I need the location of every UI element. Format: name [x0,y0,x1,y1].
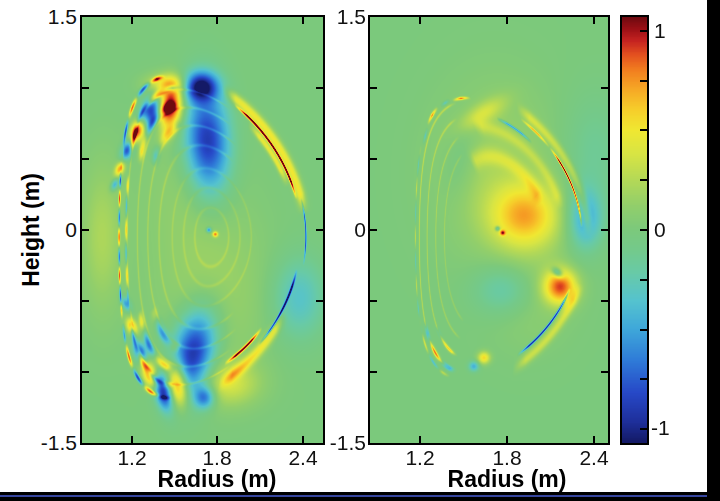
tick-mark [601,87,608,89]
tick-mark [593,436,595,443]
colorbar-label-min: -1 [651,417,670,439]
left-yaxis-label: Height (m) [18,173,45,287]
left-heatmap [82,17,323,443]
figure: 1.5 0 -1.5 1.5 0 -1.5 1.2 1.8 2.4 1.2 1.… [0,0,720,501]
tick-mark [82,87,89,89]
tick-mark [601,158,608,160]
tick-mark [302,436,304,443]
tick-mark [506,436,508,443]
left-ytick-label-top: 1.5 [21,6,77,28]
tick-mark [316,87,323,89]
tick-mark [640,428,647,430]
right-ytick-label-top: 1.5 [310,6,366,28]
tick-mark [82,300,89,302]
tick-mark [370,158,377,160]
tick-mark [640,80,647,82]
tick-mark [82,158,89,160]
tick-mark [601,300,608,302]
tick-mark [640,329,647,331]
tick-mark [316,371,323,373]
tick-mark [640,229,647,231]
tick-mark [419,436,421,443]
tick-mark [82,229,89,231]
tick-mark [216,17,218,24]
tick-mark [601,371,608,373]
tick-mark [216,436,218,443]
tick-mark [640,129,647,131]
left-xaxis-label: Radius (m) [158,466,277,493]
tick-mark [131,17,133,24]
colorbar-label-max: 1 [654,20,666,42]
tick-mark [370,371,377,373]
tick-mark [506,17,508,24]
tick-mark [316,158,323,160]
right-xtick-label-3: 2.4 [562,447,626,469]
tick-mark [370,229,377,231]
tick-mark [82,371,89,373]
bottom-blue-line [0,495,707,497]
right-heatmap [370,17,608,443]
tick-mark [419,17,421,24]
right-xtick-label-1: 1.2 [388,447,452,469]
tick-mark [370,300,377,302]
right-xaxis-label: Radius (m) [448,466,567,493]
tick-mark [640,378,647,380]
left-xtick-label-3: 2.4 [271,447,335,469]
tick-mark [302,17,304,24]
tick-mark [640,30,647,32]
tick-mark [316,300,323,302]
tick-mark [601,229,608,231]
right-ytick-label-mid: 0 [310,219,366,241]
left-xtick-label-1: 1.2 [100,447,164,469]
right-black-strip [707,0,720,501]
tick-mark [593,17,595,24]
left-ytick-label-bot: -1.5 [21,432,77,454]
tick-mark [131,436,133,443]
tick-mark [370,87,377,89]
tick-mark [640,179,647,181]
tick-mark [640,279,647,281]
colorbar-label-mid: 0 [654,219,666,241]
